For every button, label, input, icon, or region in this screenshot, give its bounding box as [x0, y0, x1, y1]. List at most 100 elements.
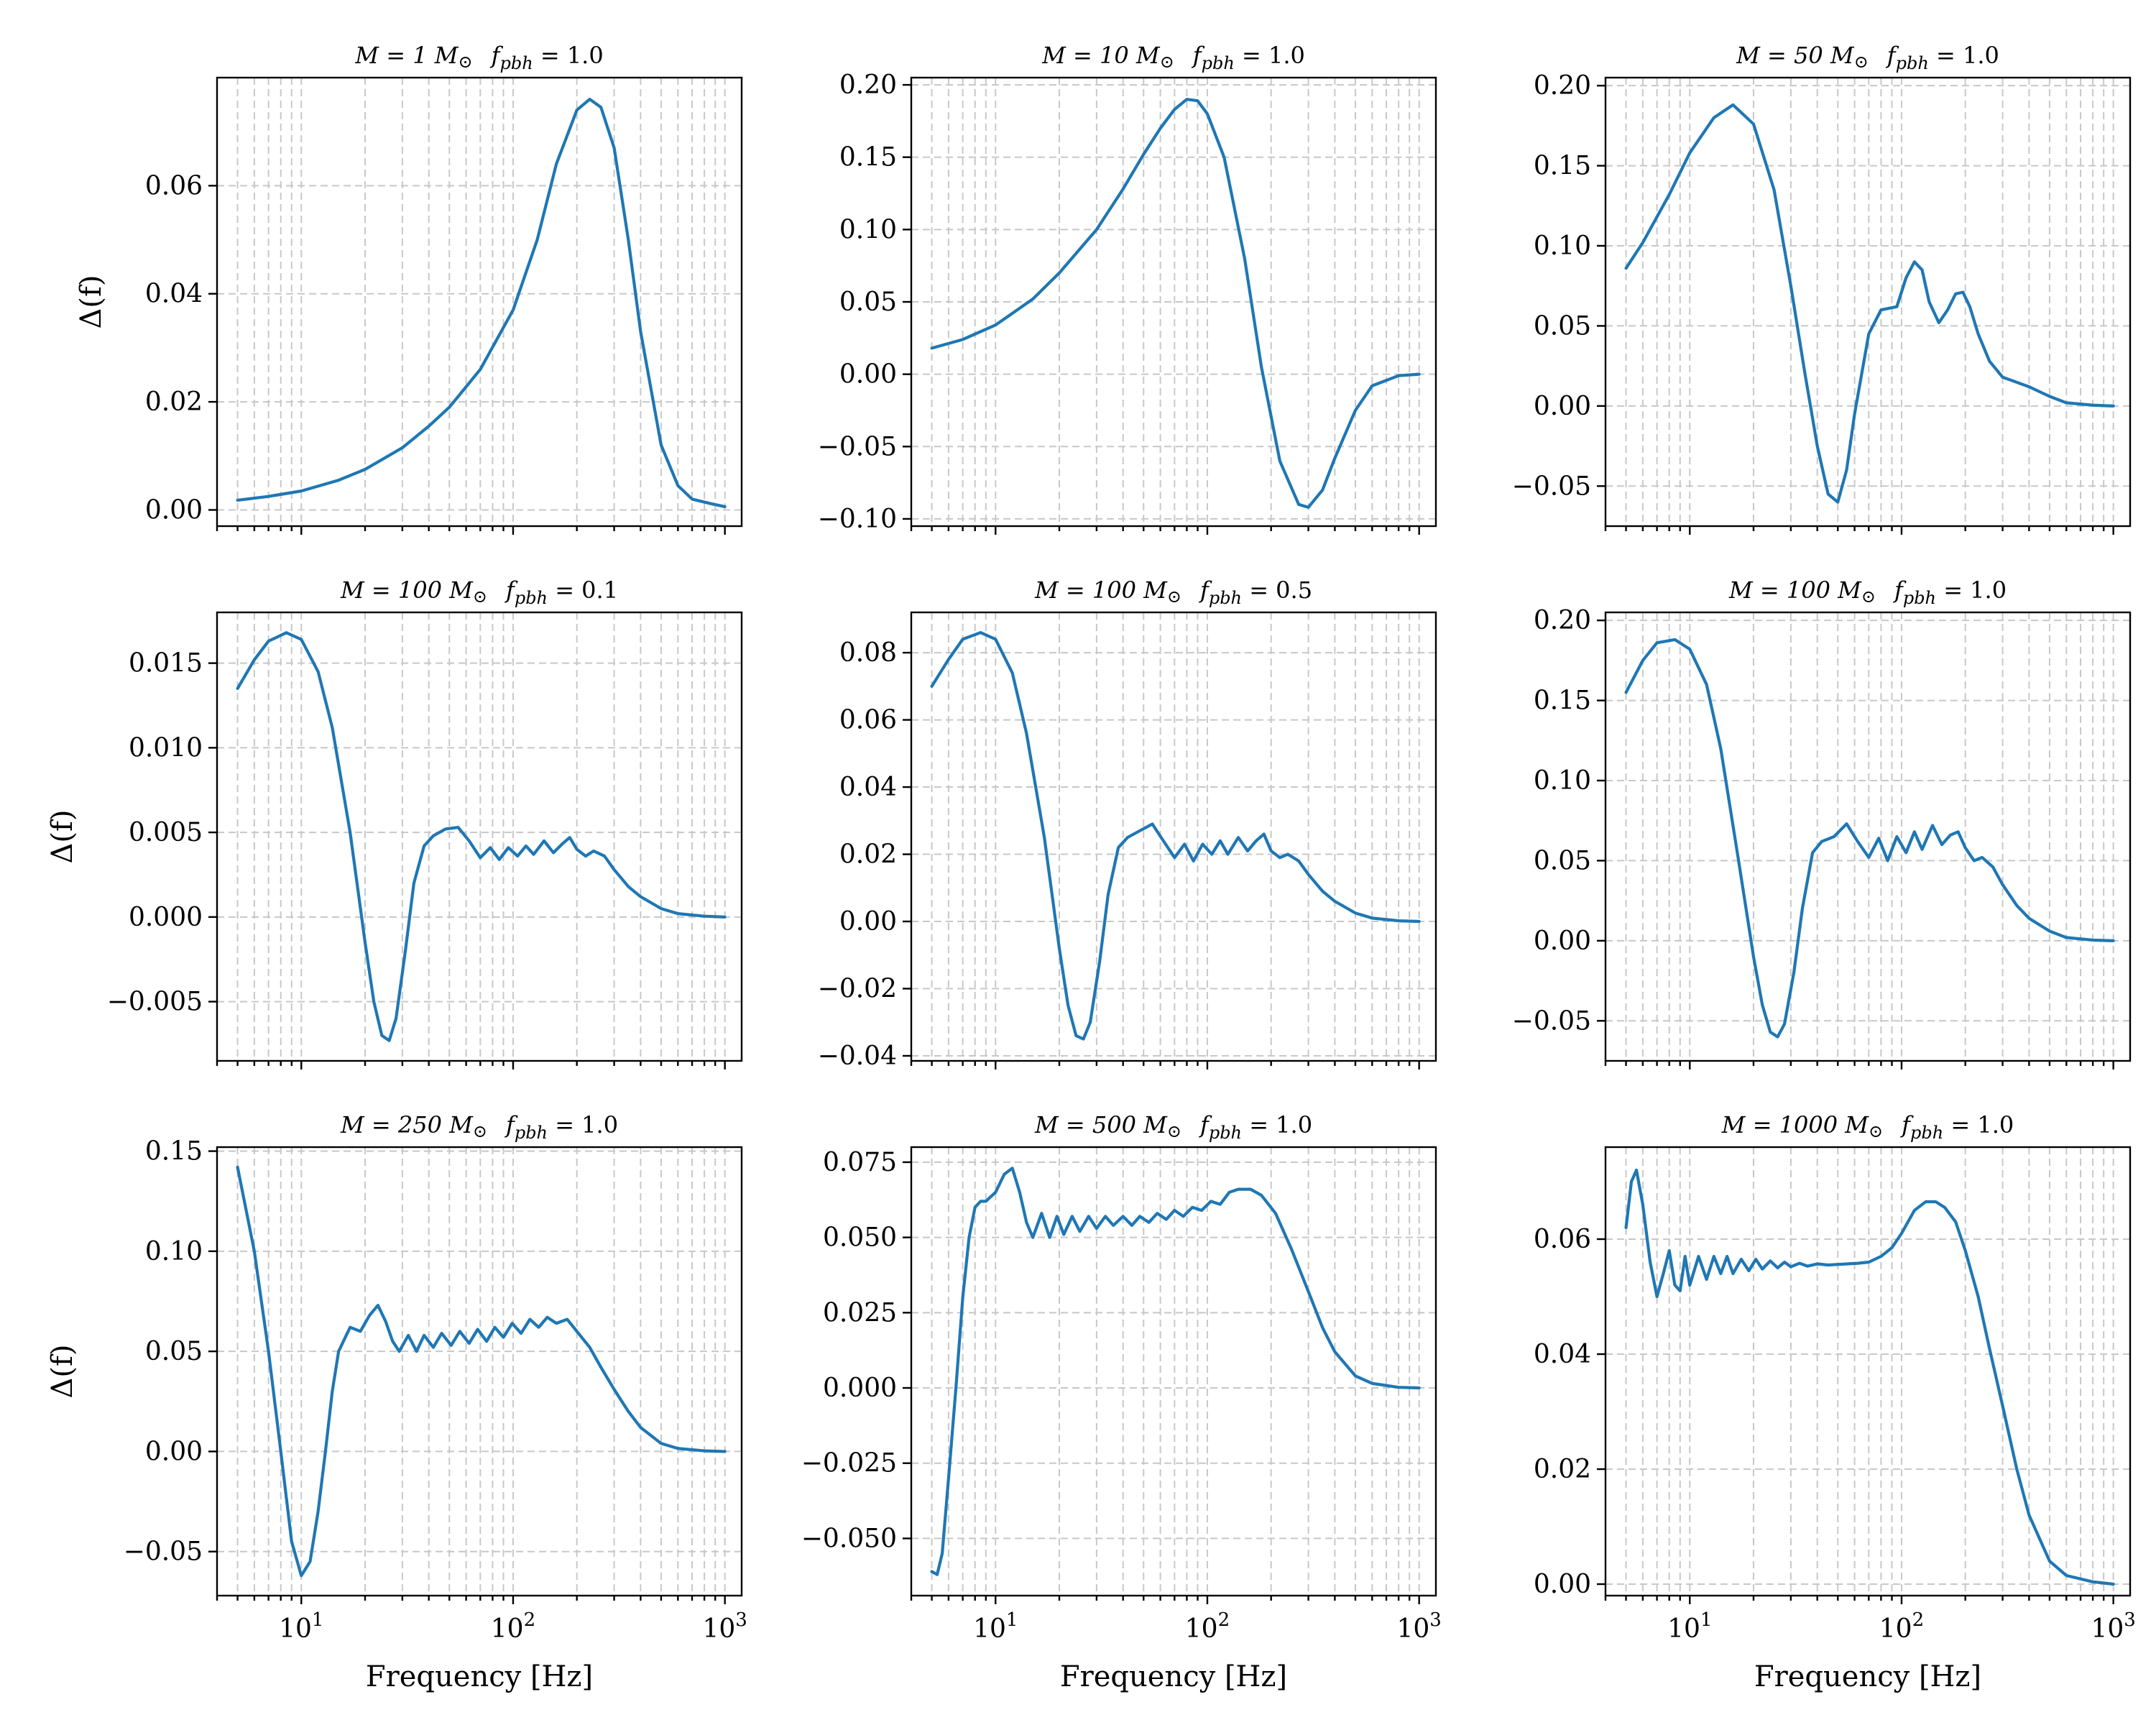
axes-frame	[216, 1146, 743, 1597]
x-tick-label: 103	[1396, 1609, 1441, 1644]
y-axis-label: Δ(f)	[46, 810, 79, 864]
y-tick-label: 0.15	[145, 1137, 203, 1167]
title-sun-symbol: ⊙	[459, 52, 473, 72]
y-tick-label: 0.04	[839, 773, 897, 802]
x-tick-base: 10	[2091, 1614, 2124, 1644]
title-sun-symbol: ⊙	[473, 1121, 487, 1141]
series-line	[236, 1165, 727, 1578]
axes-frame	[1604, 1146, 2132, 1597]
x-tick-exponent: 2	[1912, 1609, 1925, 1631]
title-fpbh-subscript: pbh	[499, 53, 533, 73]
title-sun-symbol: ⊙	[1167, 1121, 1181, 1141]
y-tick-label: 0.000	[129, 903, 203, 932]
axes-frame	[1604, 76, 2132, 528]
panel-title: M = 1000 M⊙ fpbh = 1.0	[1721, 1111, 2014, 1143]
grid	[911, 612, 1436, 1061]
title-sun-symbol: ⊙	[1854, 52, 1869, 72]
axes-frame	[910, 611, 1437, 1062]
panel-title: M = 100 M⊙ fpbh = 0.1	[340, 576, 618, 608]
grid	[911, 1147, 1436, 1596]
x-tick-exponent: 2	[1218, 1609, 1230, 1631]
title-fpbh-value: = 0.1	[548, 576, 618, 604]
title-mass: M = 1 M	[354, 42, 459, 69]
y-tick-label: −0.05	[1512, 472, 1591, 501]
y-tick-label: 0.08	[839, 638, 897, 668]
title-fpbh-subscript: pbh	[1209, 588, 1242, 608]
x-tick-base: 10	[973, 1614, 1006, 1644]
grid	[217, 1147, 742, 1596]
y-tick-label: 0.02	[839, 840, 897, 870]
subplot-2: −0.10 −0.05 0.00 0.05 0.10 0.15 0.20 M = 10 M⊙ f…	[818, 42, 1437, 535]
axes-frame	[1604, 611, 2132, 1062]
y-tick-label: 0.05	[1534, 311, 1591, 341]
panel-title: M = 250 M⊙ fpbh = 1.0	[340, 1111, 618, 1143]
y-tick-label: 0.06	[1534, 1225, 1591, 1254]
y-tick-label: 0.05	[839, 288, 897, 317]
x-tick-base: 10	[491, 1614, 524, 1644]
axes-frame	[216, 611, 743, 1062]
y-tick-label: 0.00	[1534, 1570, 1591, 1599]
title-mass: M = 100 M	[1728, 576, 1862, 604]
axes-frame	[216, 76, 743, 528]
y-tick-label: 0.15	[1534, 686, 1591, 716]
title-sun-symbol: ⊙	[1869, 1121, 1883, 1141]
title-fpbh-value: = 1.0	[1936, 576, 2007, 604]
title-fpbh-subscript: pbh	[515, 1123, 548, 1143]
y-tick-label: 0.00	[1534, 926, 1591, 956]
y-tick-label: 0.00	[145, 1437, 203, 1466]
y-tick-label: 0.15	[1534, 152, 1591, 181]
y-tick-label: 0.05	[145, 1337, 203, 1366]
y-tick-label: 0.00	[145, 495, 203, 525]
y-tick-label: 0.20	[1534, 606, 1591, 635]
y-axis-label: Δ(f)	[75, 275, 108, 329]
y-tick-label: 0.05	[1534, 846, 1591, 875]
x-tick-base: 10	[279, 1614, 312, 1644]
title-fpbh-subscript: pbh	[1903, 588, 1936, 608]
x-axis-label: Frequency [Hz]	[366, 1660, 593, 1693]
title-fpbh-value: = 1.0	[1943, 1111, 2014, 1138]
y-tick-label: 0.10	[145, 1237, 203, 1266]
x-tick-label: 103	[2091, 1609, 2135, 1644]
panel-title: M = 100 M⊙ fpbh = 0.5	[1034, 576, 1312, 608]
title-fpbh-value: = 1.0	[533, 42, 604, 69]
y-tick-label: 0.10	[839, 215, 897, 244]
title-mass: M = 10 M	[1041, 42, 1161, 69]
title-fpbh-subscript: pbh	[1910, 1123, 1943, 1143]
x-tick-label: 101	[973, 1609, 1018, 1644]
title-sun-symbol: ⊙	[473, 586, 487, 607]
panel-title: M = 10 M⊙ fpbh = 1.0	[1041, 42, 1305, 73]
x-tick-exponent: 1	[1006, 1609, 1018, 1631]
grid	[1606, 1147, 2130, 1596]
y-tick-label: 0.00	[839, 907, 897, 937]
y-tick-label: 0.00	[839, 360, 897, 390]
series-line	[930, 98, 1421, 509]
y-tick-label: 0.02	[1534, 1455, 1591, 1484]
x-tick-exponent: 2	[524, 1609, 536, 1631]
title-fpbh-subscript: pbh	[1209, 1123, 1242, 1143]
y-tick-label: 0.06	[839, 706, 897, 735]
title-fpbh-value: = 0.5	[1242, 576, 1312, 604]
y-tick-label: 0.04	[1534, 1340, 1591, 1369]
y-tick-label: 0.050	[823, 1223, 897, 1253]
grid	[217, 612, 742, 1061]
title-mass: M = 100 M	[1034, 576, 1168, 604]
x-tick-exponent: 1	[1700, 1609, 1713, 1631]
title-sun-symbol: ⊙	[1160, 52, 1174, 72]
title-mass: M = 100 M	[340, 576, 474, 604]
grid	[911, 78, 1436, 526]
subplot-8: 101 102 103−0.050−0.0250.0000.0250.0500.07…	[801, 1111, 1442, 1693]
x-tick-label: 102	[1879, 1609, 1924, 1644]
series-line	[930, 1167, 1421, 1576]
y-tick-label: 0.015	[129, 649, 203, 678]
title-mass: M = 250 M	[340, 1111, 474, 1138]
y-axis-label: Δ(f)	[46, 1345, 79, 1399]
subplot-1: 0.00 0.02 0.04 0.06 M = 1 M⊙ fpbh = 1.0 Δ(f)	[75, 42, 743, 535]
x-tick-base: 10	[1396, 1614, 1429, 1644]
y-tick-label: −0.05	[1512, 1006, 1591, 1036]
series-line	[236, 631, 727, 1042]
x-tick-exponent: 3	[2124, 1609, 2136, 1631]
y-tick-label: −0.04	[818, 1041, 897, 1071]
title-mass: M = 50 M	[1736, 42, 1855, 69]
panel-title: M = 500 M⊙ fpbh = 1.0	[1034, 1111, 1312, 1143]
series-line	[1624, 103, 2115, 504]
